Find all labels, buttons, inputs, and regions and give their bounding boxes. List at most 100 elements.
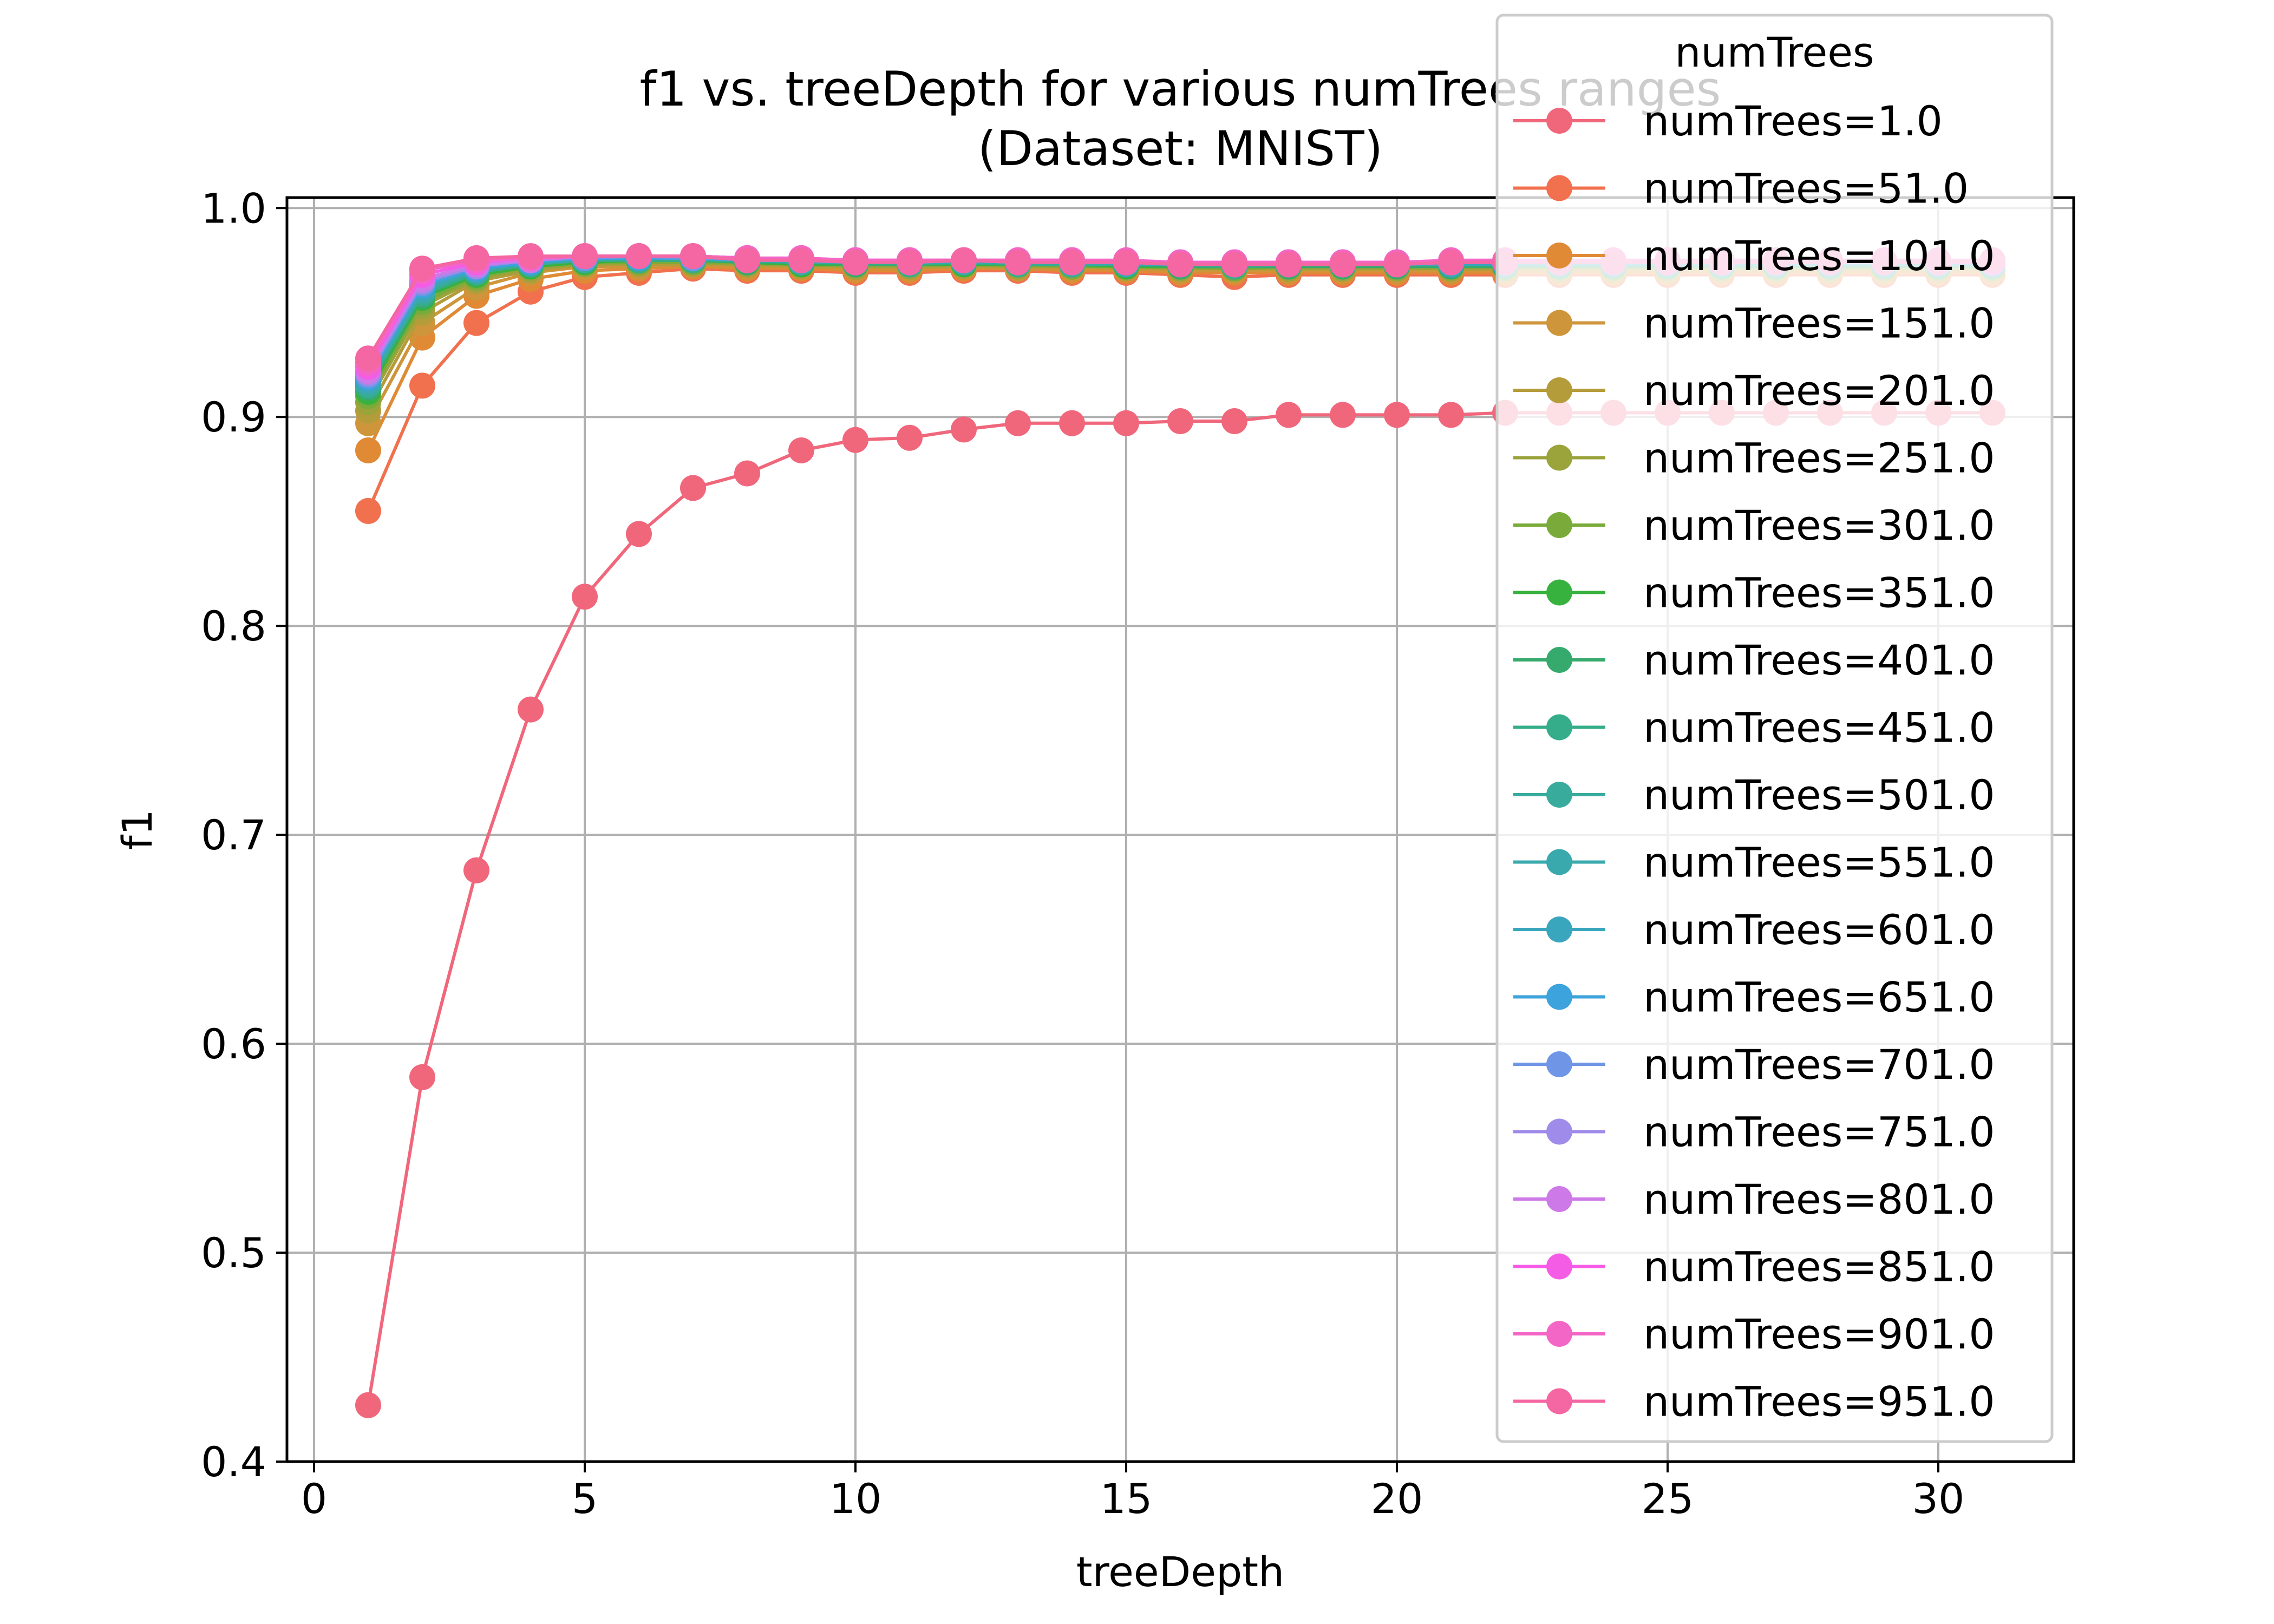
legend-item: numTrees=601.0 <box>1513 906 1995 954</box>
legend-marker <box>1546 1118 1572 1145</box>
data-point <box>1276 251 1302 278</box>
data-point <box>680 243 706 270</box>
legend-item: numTrees=1.0 <box>1513 97 1943 145</box>
data-point <box>1438 249 1464 276</box>
legend-label: numTrees=651.0 <box>1643 973 1995 1021</box>
legend-item: numTrees=951.0 <box>1513 1378 1995 1426</box>
legend-item: numTrees=201.0 <box>1513 366 1995 415</box>
x-tick-label: 10 <box>829 1475 882 1523</box>
legend-label: numTrees=751.0 <box>1643 1108 1995 1156</box>
legend-marker <box>1546 243 1572 269</box>
legend-label: numTrees=251.0 <box>1643 434 1995 482</box>
data-point <box>1330 251 1356 278</box>
legend-item: numTrees=551.0 <box>1513 839 1995 887</box>
data-point <box>1167 408 1193 434</box>
data-point <box>409 256 435 282</box>
data-point <box>1384 251 1410 278</box>
legend-label: numTrees=851.0 <box>1643 1243 1995 1291</box>
data-point <box>1059 249 1085 276</box>
legend-label: numTrees=51.0 <box>1643 165 1969 213</box>
data-point <box>626 243 652 270</box>
y-tick-label: 0.5 <box>201 1229 266 1277</box>
data-point <box>1167 251 1193 278</box>
legend-label: numTrees=901.0 <box>1643 1310 1995 1358</box>
legend-marker <box>1546 1051 1572 1077</box>
legend-label: numTrees=701.0 <box>1643 1040 1995 1089</box>
x-tick-label: 15 <box>1100 1475 1153 1523</box>
y-tick-label: 0.6 <box>201 1020 266 1068</box>
legend-label: numTrees=351.0 <box>1643 569 1995 617</box>
data-point <box>626 521 652 547</box>
data-point <box>463 857 489 883</box>
legend-marker <box>1546 984 1572 1010</box>
data-point <box>1059 410 1085 436</box>
legend-label: numTrees=501.0 <box>1643 771 1995 819</box>
data-point <box>897 424 923 451</box>
data-point <box>409 1064 435 1090</box>
x-tick-label: 20 <box>1371 1475 1423 1523</box>
legend-marker <box>1546 1321 1572 1347</box>
data-point <box>842 427 868 453</box>
data-point <box>409 372 435 399</box>
legend-item: numTrees=301.0 <box>1513 501 1995 549</box>
y-tick-label: 0.4 <box>201 1438 266 1486</box>
legend-marker <box>1546 108 1572 134</box>
legend-label: numTrees=101.0 <box>1643 232 1995 280</box>
legend-box <box>1495 14 2054 1443</box>
data-point <box>463 310 489 336</box>
data-point <box>1330 402 1356 428</box>
data-point <box>951 416 977 443</box>
legend-marker <box>1546 849 1572 875</box>
legend-item: numTrees=901.0 <box>1513 1310 1995 1358</box>
data-point <box>1221 408 1247 434</box>
legend-label: numTrees=601.0 <box>1643 906 1995 954</box>
data-point <box>463 245 489 271</box>
data-point <box>355 1392 381 1418</box>
legend-item: numTrees=851.0 <box>1513 1243 1995 1291</box>
legend-item: numTrees=751.0 <box>1513 1108 1995 1156</box>
legend-label: numTrees=401.0 <box>1643 636 1995 684</box>
legend-marker <box>1546 916 1572 942</box>
data-point <box>355 345 381 372</box>
legend-item: numTrees=251.0 <box>1513 434 1995 482</box>
legend-item: numTrees=401.0 <box>1513 636 1995 684</box>
legend-item: numTrees=651.0 <box>1513 973 1995 1021</box>
legend-label: numTrees=1.0 <box>1643 97 1943 145</box>
x-axis-label: treeDepth <box>1076 1548 1284 1596</box>
legend-marker <box>1546 1186 1572 1212</box>
legend-marker <box>1546 377 1572 403</box>
data-point <box>1276 402 1302 428</box>
data-point <box>518 696 544 723</box>
legend-title: numTrees <box>1675 28 1874 76</box>
data-point <box>1005 410 1031 436</box>
legend-item: numTrees=351.0 <box>1513 569 1995 617</box>
legend-marker <box>1546 1388 1572 1415</box>
x-tick-label: 25 <box>1642 1475 1694 1523</box>
legend-items: numTrees=1.0 numTrees=51.0 numTrees=101.0 n… <box>1513 97 1995 1426</box>
data-point <box>788 437 814 463</box>
x-tick-label: 5 <box>572 1475 598 1523</box>
legend-item: numTrees=101.0 <box>1513 232 1995 280</box>
y-tick-label: 0.8 <box>201 602 266 650</box>
legend-label: numTrees=151.0 <box>1643 299 1995 348</box>
data-point <box>1113 410 1139 436</box>
legend-marker <box>1546 579 1572 606</box>
legend-label: numTrees=201.0 <box>1643 366 1995 415</box>
legend-marker <box>1546 647 1572 673</box>
legend-marker <box>1546 444 1572 471</box>
legend-marker <box>1546 714 1572 741</box>
legend-marker <box>1546 782 1572 808</box>
legend-item: numTrees=51.0 <box>1513 165 1969 213</box>
data-point <box>1438 402 1464 428</box>
legend-label: numTrees=301.0 <box>1643 501 1995 549</box>
data-point <box>1384 402 1410 428</box>
axes: 0 5 10 15 20 25 30 0.4 0.5 0.6 0.7 0.8 0.9 1.0 <box>201 184 1964 1523</box>
legend-item: numTrees=701.0 <box>1513 1040 1995 1089</box>
data-point <box>788 247 814 273</box>
data-point <box>842 249 868 276</box>
data-point <box>572 243 598 270</box>
legend-item: numTrees=801.0 <box>1513 1175 1995 1223</box>
data-point <box>355 437 381 463</box>
legend-item: numTrees=501.0 <box>1513 771 1995 819</box>
